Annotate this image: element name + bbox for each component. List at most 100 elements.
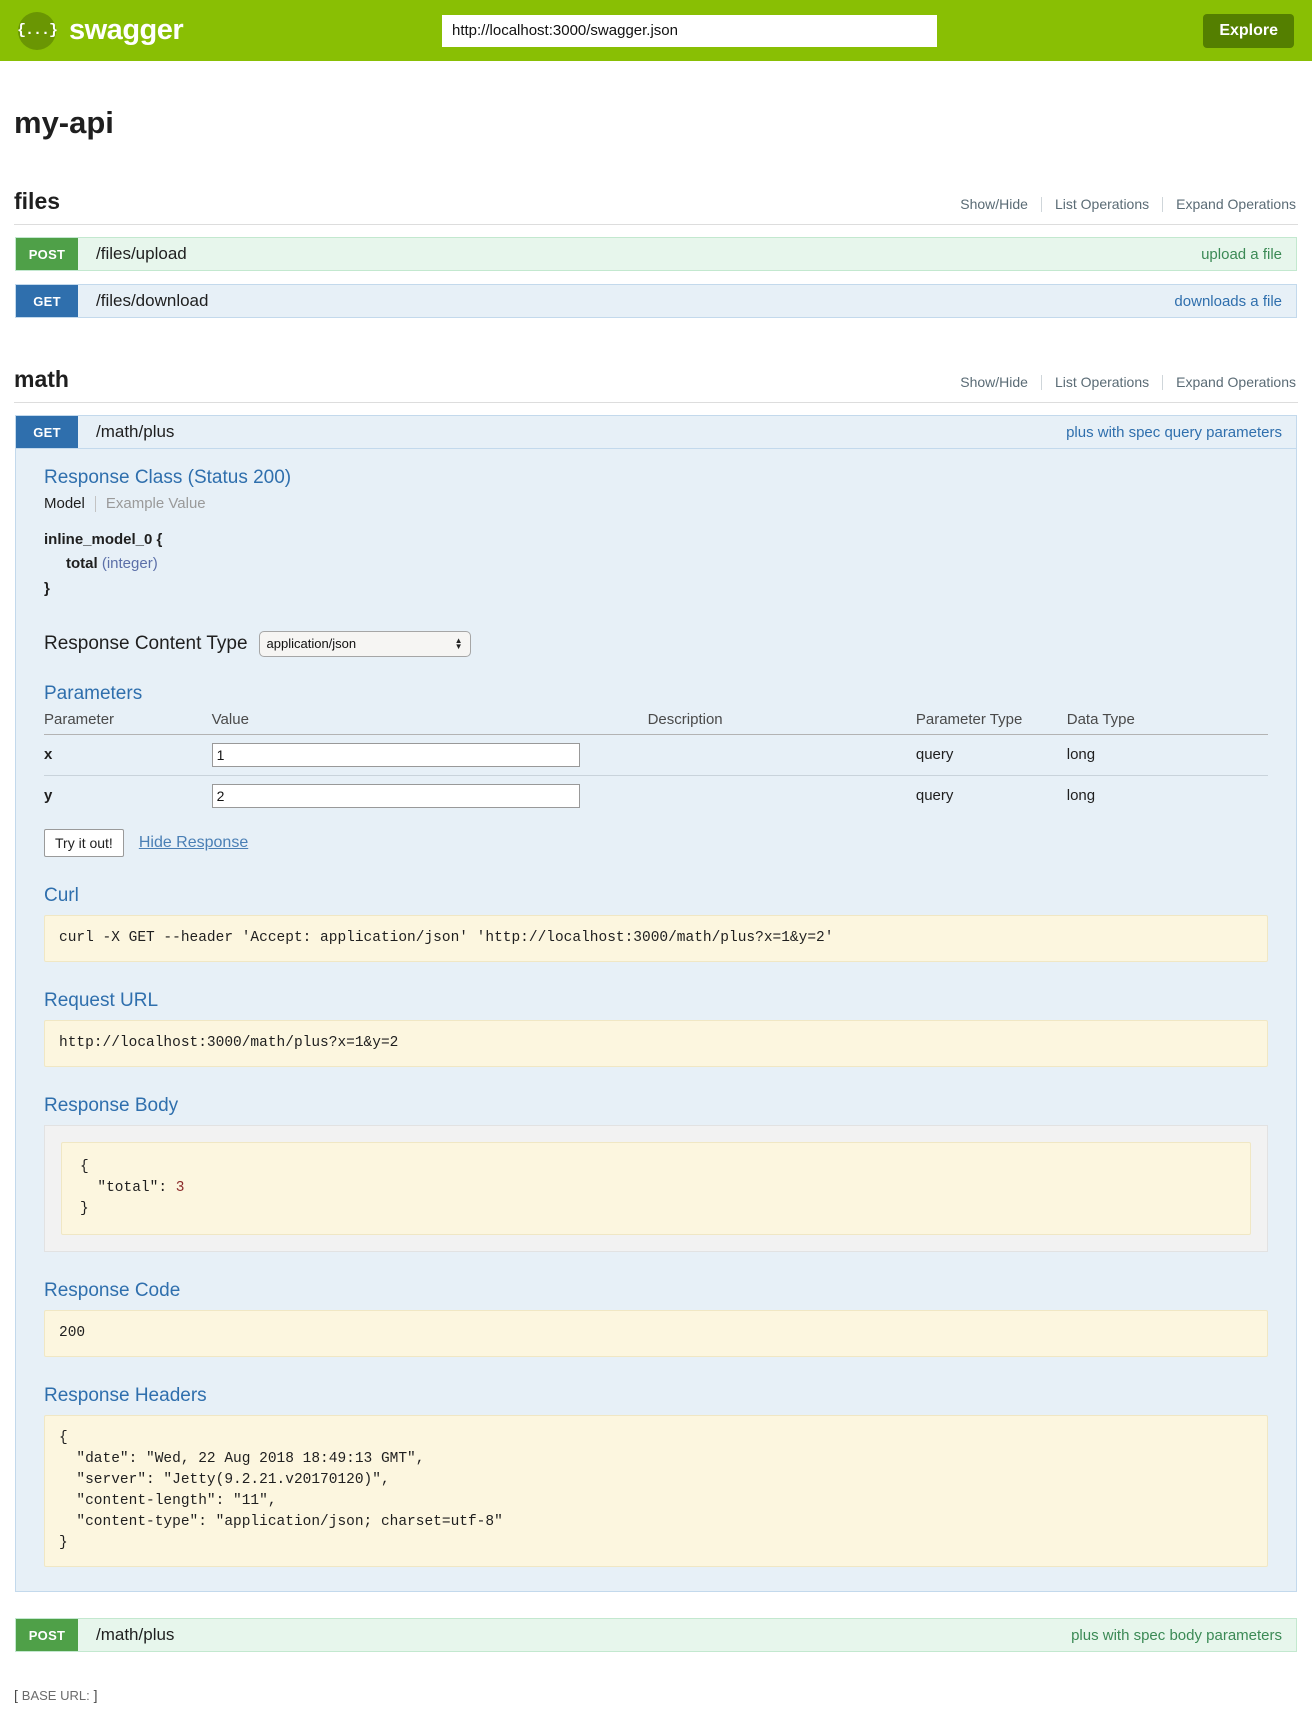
- method-badge: POST: [16, 1619, 78, 1652]
- parameters-table: Parameter Value Description Parameter Ty…: [44, 706, 1268, 816]
- expand-operations-link[interactable]: Expand Operations: [1176, 374, 1296, 390]
- tab-model[interactable]: Model: [44, 495, 85, 512]
- model-tabs: Model Example Value: [44, 495, 1268, 512]
- json-key-total: "total":: [80, 1179, 176, 1196]
- parameter-input-x[interactable]: [211, 742, 580, 767]
- json-close-brace: }: [80, 1200, 89, 1217]
- operation-summary[interactable]: plus with spec body parameters: [1071, 1626, 1282, 1644]
- th-parameter: Parameter: [44, 706, 212, 735]
- method-badge: POST: [16, 238, 78, 270]
- operation-path: /files/download: [96, 291, 209, 310]
- swagger-logo[interactable]: {...} swagger: [17, 11, 184, 50]
- operation-header[interactable]: POST /files/upload upload a file: [15, 237, 1297, 271]
- chevron-updown-icon: ▲ ▼: [454, 635, 463, 651]
- operation-get-files-download[interactable]: GET /files/download downloads a file: [14, 283, 1298, 319]
- parameter-value-cell: [211, 775, 648, 816]
- explore-button[interactable]: Explore: [1203, 13, 1294, 48]
- expand-operations-link[interactable]: Expand Operations: [1176, 196, 1296, 212]
- try-it-out-button[interactable]: Try it out!: [44, 828, 124, 857]
- table-row: y query long: [44, 775, 1268, 816]
- json-value-total: 3: [175, 1179, 185, 1196]
- operation-summary[interactable]: plus with spec query parameters: [1066, 423, 1282, 441]
- tab-example-value[interactable]: Example Value: [105, 495, 206, 512]
- operation-header[interactable]: GET /files/download downloads a file: [15, 284, 1297, 318]
- swagger-braces-icon: {...}: [17, 11, 58, 50]
- model-property-type: (integer): [101, 555, 158, 573]
- operation-header[interactable]: POST /math/plus plus with spec body para…: [15, 1618, 1297, 1653]
- response-content-type-label: Response Content Type: [44, 632, 248, 654]
- curl-command: curl -X GET --header 'Accept: applicatio…: [44, 914, 1268, 962]
- table-header-row: Parameter Value Description Parameter Ty…: [44, 706, 1268, 735]
- footer-base-url: [ BASE URL: ]: [14, 1679, 1298, 1725]
- model-close: }: [44, 579, 50, 597]
- list-operations-link[interactable]: List Operations: [1054, 374, 1150, 390]
- model-property-name: total: [66, 555, 98, 573]
- resource-header: files Show/Hide List Operations Expand O…: [14, 188, 1298, 225]
- parameter-value-cell: [211, 734, 648, 776]
- response-content-type-select[interactable]: application/json ▲ ▼: [258, 630, 471, 657]
- parameter-data-type: long: [1066, 734, 1268, 776]
- option-divider: [1040, 196, 1042, 212]
- parameter-input-y[interactable]: [211, 783, 580, 808]
- list-operations-link[interactable]: List Operations: [1054, 196, 1150, 212]
- operation-header[interactable]: GET /math/plus plus with spec query para…: [15, 415, 1297, 449]
- operation-path: /math/plus: [96, 1625, 175, 1645]
- operation-path: /math/plus: [96, 422, 175, 441]
- curl-title: Curl: [44, 884, 79, 906]
- base-url-label: BASE URL:: [21, 1688, 90, 1704]
- resource-files: files Show/Hide List Operations Expand O…: [14, 188, 1298, 319]
- hide-response-link[interactable]: Hide Response: [138, 833, 249, 851]
- response-content-type-row: Response Content Type application/json ▲…: [44, 630, 1268, 657]
- model-signature: inline_model_0 { total (integer) }: [44, 528, 1268, 601]
- resource-options: Show/Hide List Operations Expand Operati…: [947, 196, 1298, 212]
- footer-close-bracket: ]: [93, 1687, 98, 1704]
- response-headers: { "date": "Wed, 22 Aug 2018 18:49:13 GMT…: [44, 1414, 1268, 1568]
- parameters-title: Parameters: [44, 682, 143, 704]
- operation-path: /files/upload: [96, 244, 187, 263]
- parameter-description: [647, 734, 916, 776]
- response-body-title: Response Body: [44, 1094, 179, 1116]
- operation-get-math-plus[interactable]: GET /math/plus plus with spec query para…: [14, 414, 1298, 1593]
- resource-options: Show/Hide List Operations Expand Operati…: [947, 374, 1298, 390]
- option-divider: [1162, 196, 1164, 212]
- model-open: inline_model_0 {: [44, 531, 163, 548]
- response-class-title: Response Class (Status 200): [44, 467, 292, 488]
- option-divider: [1040, 374, 1042, 390]
- resource-name: files: [14, 188, 61, 214]
- show-hide-link[interactable]: Show/Hide: [960, 374, 1028, 390]
- response-code-title: Response Code: [44, 1279, 181, 1301]
- parameter-type: query: [915, 787, 954, 805]
- method-badge: GET: [16, 285, 78, 317]
- operation-summary[interactable]: upload a file: [1201, 245, 1282, 263]
- page-content: my-api files Show/Hide List Operations E…: [0, 105, 1312, 1725]
- operation-post-files-upload[interactable]: POST /files/upload upload a file: [14, 236, 1298, 272]
- th-data-type: Data Type: [1066, 706, 1268, 735]
- parameter-description: [648, 775, 916, 816]
- response-code: 200: [44, 1309, 1268, 1357]
- parameter-data-type: long: [1066, 787, 1096, 805]
- response-body-container: { "total": 3 }: [44, 1124, 1268, 1252]
- resource-name: math: [14, 366, 69, 392]
- swagger-logo-text: swagger: [69, 14, 184, 46]
- submit-row: Try it out! Hide Response: [44, 828, 1268, 857]
- response-body: { "total": 3 }: [61, 1141, 1251, 1235]
- resource-math: math Show/Hide List Operations Expand Op…: [14, 366, 1298, 1653]
- parameter-name: x: [44, 734, 212, 776]
- json-open-brace: {: [80, 1158, 89, 1175]
- th-value: Value: [211, 706, 648, 735]
- resource-header: math Show/Hide List Operations Expand Op…: [14, 366, 1298, 403]
- table-row: x query long: [44, 734, 1268, 776]
- request-url: http://localhost:3000/math/plus?x=1&y=2: [44, 1019, 1268, 1067]
- page-title: my-api: [14, 105, 114, 140]
- response-content-type-value: application/json: [266, 636, 357, 652]
- operation-post-math-plus[interactable]: POST /math/plus plus with spec body para…: [14, 1617, 1298, 1653]
- parameter-name: y: [44, 787, 53, 805]
- show-hide-link[interactable]: Show/Hide: [960, 196, 1028, 212]
- operation-summary[interactable]: downloads a file: [1174, 292, 1282, 310]
- method-badge: GET: [16, 416, 78, 448]
- th-description: Description: [647, 706, 916, 735]
- operation-details: Response Class (Status 200) Model Exampl…: [15, 449, 1297, 1593]
- swagger-topbar: {...} swagger Explore: [0, 0, 1312, 61]
- spec-url-input[interactable]: [442, 14, 937, 47]
- option-divider: [1162, 374, 1164, 390]
